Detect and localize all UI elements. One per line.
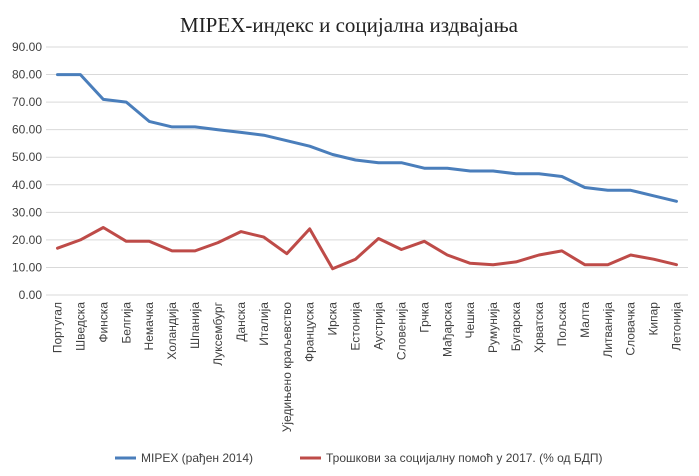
x-tick-label: Литванија	[601, 302, 615, 358]
x-tick-label: Румунија	[486, 302, 500, 353]
x-tick-label: Пољска	[555, 302, 569, 347]
y-tick-label: 30.00	[12, 205, 42, 219]
y-axis-ticks: 0.00 10.00 20.00 30.00 40.00 50.00 60.00 70.00 8…	[12, 40, 42, 302]
y-tick-label: 10.00	[12, 260, 42, 274]
x-tick-label: Белгија	[119, 302, 133, 344]
x-axis-ticks: Португал Шведска Финска Белгија Немачка Холан…	[50, 301, 683, 432]
x-tick-label: Бугарска	[509, 302, 523, 352]
x-tick-label: Естонија	[349, 302, 363, 351]
x-tick-label: Мађарска	[440, 302, 454, 357]
x-tick-label: Холандија	[165, 302, 179, 360]
x-tick-label: Данска	[234, 302, 248, 342]
legend: MIPEX (рађен 2014) Трошкови за социјалну…	[115, 451, 602, 465]
y-tick-label: 0.00	[19, 288, 43, 302]
x-tick-label: Словенија	[394, 302, 408, 360]
x-tick-label: Финска	[96, 302, 110, 343]
x-tick-label: Кипар	[647, 302, 661, 336]
x-tick-label: Хрватска	[532, 302, 546, 353]
x-tick-label: Малта	[578, 302, 592, 338]
legend-label-mipex: MIPEX (рађен 2014)	[141, 451, 253, 465]
series-line-social-spending	[56, 226, 678, 271]
x-tick-label: Француска	[303, 302, 317, 362]
y-tick-label: 40.00	[12, 178, 42, 192]
x-tick-label: Шпанија	[188, 302, 202, 349]
x-tick-label: Летонија	[670, 302, 684, 351]
y-tick-label: 50.00	[12, 150, 42, 164]
x-tick-label: Уједињено краљевство	[280, 302, 294, 433]
x-tick-label: Португал	[50, 302, 64, 353]
x-tick-label: Аустрија	[371, 302, 385, 350]
gridlines	[46, 46, 688, 296]
series-lines	[56, 73, 678, 271]
x-tick-label: Шведска	[73, 302, 87, 351]
x-tick-label: Ирска	[326, 302, 340, 336]
x-tick-label: Немачка	[142, 302, 156, 351]
x-tick-label: Чешка	[463, 302, 477, 339]
legend-label-social-spending: Трошкови за социјалну помоћ у 2017. (% о…	[326, 451, 602, 465]
x-tick-label: Словачка	[624, 302, 638, 356]
y-tick-label: 20.00	[12, 233, 42, 247]
chart-title: MIPEX-индекс и социјална издвајања	[180, 13, 519, 37]
x-tick-label: Луксембург	[211, 301, 225, 365]
y-tick-label: 60.00	[12, 123, 42, 137]
x-tick-label: Италија	[257, 302, 271, 346]
y-tick-label: 90.00	[12, 40, 42, 54]
series-line-mipex	[56, 73, 678, 203]
x-tick-label: Грчка	[417, 302, 431, 333]
y-tick-label: 80.00	[12, 68, 42, 82]
y-tick-label: 70.00	[12, 95, 42, 109]
